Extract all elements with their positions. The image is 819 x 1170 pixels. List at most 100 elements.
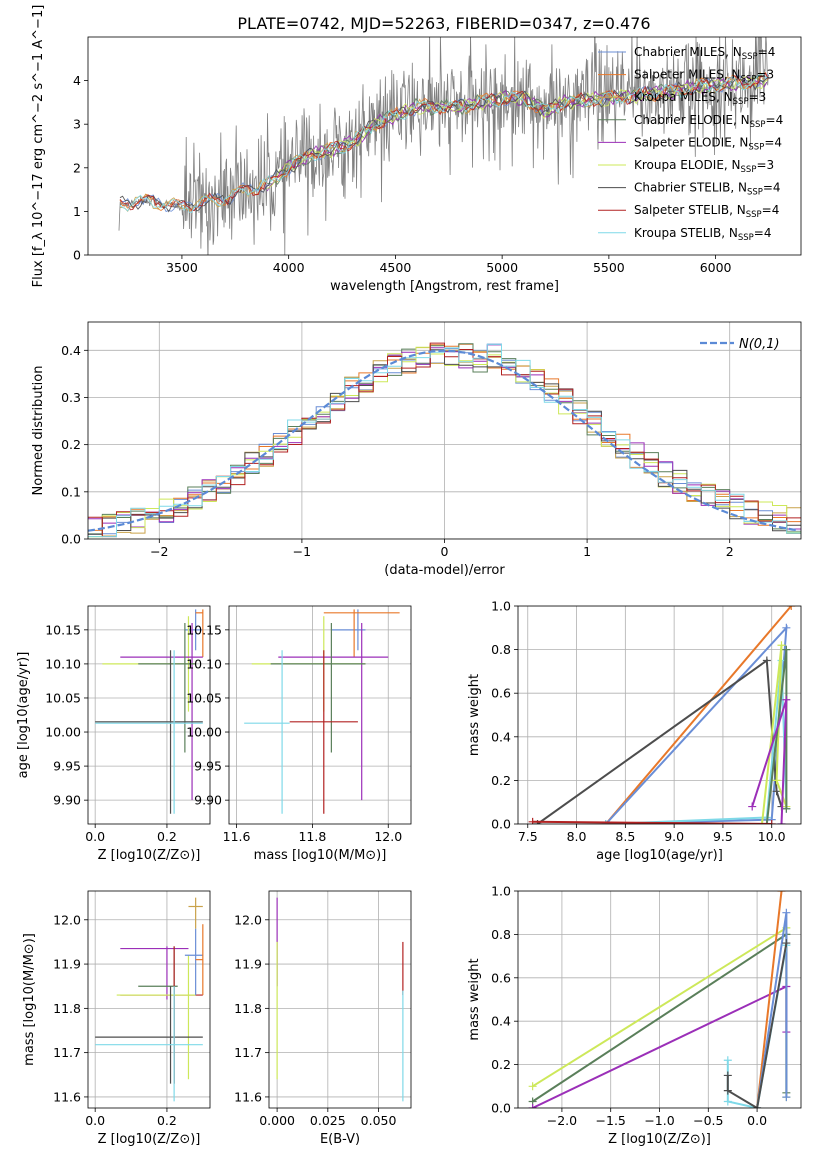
y-tick-label: 0.8: [491, 642, 511, 657]
marker-kroupa_elodie: [757, 820, 766, 824]
y-tick-label: 10.05: [186, 690, 222, 705]
y-tick-label: 2: [73, 160, 81, 175]
x-tick-label: 4000: [273, 260, 305, 275]
x-tick-label: 9.0: [664, 829, 684, 844]
x-axis-label: age [log10(age/yr)]: [596, 848, 723, 863]
x-tick-label: 0.0: [85, 829, 105, 844]
marker-chabrier_stelib: [762, 656, 771, 665]
plot-area: [518, 606, 801, 824]
plot-area: [88, 322, 801, 539]
panel-age_vs_mass: 11.6 11.8 12.0 9.90 9.95 10.00 10.05 10.10 10.15…: [186, 605, 412, 863]
x-axis-label: mass [log10(M/M⊙)]: [254, 848, 387, 863]
x-tick-label: 11.6: [223, 829, 251, 844]
legend-normal-label: N(0,1): [739, 337, 780, 352]
legend-rest: =4: [754, 226, 772, 240]
x-axis-label: Z [log10(Z/Z⊙)]: [98, 848, 201, 863]
x-tick-label: 12.0: [374, 829, 402, 844]
series-chabrier_miles: [605, 625, 788, 824]
x-tick-label: 0.050: [361, 1113, 397, 1128]
marker-chabrier_stelib: [723, 1071, 732, 1080]
y-tick-label: 10.00: [45, 725, 81, 740]
x-tick-label: 11.8: [298, 829, 326, 844]
marker-salpeter_stelib: [528, 817, 537, 824]
x-tick-label: 5000: [486, 260, 518, 275]
y-tick-label: 0.0: [61, 532, 81, 547]
series-salpeter_miles: [756, 891, 783, 1108]
y-tick-label: 10.15: [186, 622, 222, 637]
y-tick-label: 11.6: [53, 1089, 81, 1104]
x-tick-label: 3500: [166, 260, 198, 275]
axes-frame: [87, 321, 802, 540]
model-salpeter_elodie: [266, 76, 768, 192]
y-tick-label: 11.6: [234, 1089, 262, 1104]
panel-residuals: −2 −1 0 1 2 0.0 0.1 0.2 0.3 0.4 (data-model)/error…: [31, 321, 802, 578]
marker-salpeter_stelib: [767, 820, 776, 824]
y-tick-label: 0: [73, 248, 81, 263]
y-tick-label: 0.4: [61, 343, 81, 358]
y-tick-label: 1.0: [491, 884, 511, 899]
marker-salpeter_elodie: [782, 695, 791, 704]
panel-mass_vs_Z: 0.0 0.2 11.6 11.7 11.8 11.9 12.0 Z [log10(Z/Z⊙)…: [22, 890, 211, 1147]
y-axis-label: mass weight: [467, 674, 482, 756]
legend-sub: SSP: [742, 52, 758, 62]
panel-spectrum: 3500 4000 4500 5000 5500 6000 0 1 2 3 4 wavelength …: [31, 5, 802, 294]
y-axis-label: Normed distribution: [31, 366, 46, 496]
legend-sub: SSP: [741, 75, 757, 85]
x-tick-label: −0.5: [693, 1113, 723, 1128]
x-tick-label: −1: [293, 544, 311, 559]
marker-chabrier_elodie: [782, 804, 791, 813]
marker-kroupa_stelib: [723, 1056, 732, 1065]
x-tick-label: 9.5: [713, 829, 733, 844]
y-tick-label: 0.6: [491, 970, 511, 985]
legend-rest: =3: [749, 90, 767, 104]
y-tick-label: 0.4: [491, 1014, 511, 1029]
legend-sub: SSP: [738, 233, 754, 243]
marker-chabrier_miles: [782, 623, 791, 632]
y-tick-label: 0.1: [61, 484, 81, 499]
y-tick-label: 10.15: [45, 622, 81, 637]
series-chabrier_stelib: [536, 658, 783, 824]
x-tick-label: 4500: [379, 260, 411, 275]
x-axis-label: (data-model)/error: [384, 563, 505, 578]
x-tick-label: 0.0: [85, 1113, 105, 1128]
y-tick-label: 3: [73, 117, 81, 132]
series-salpeter_miles: [605, 606, 792, 824]
legend-entry: Kroupa ELODIE, NSSP=3: [634, 158, 774, 175]
axes-frame: [268, 890, 412, 1109]
y-tick-label: 0.4: [491, 729, 511, 744]
x-tick-label: 8.5: [615, 829, 635, 844]
y-tick-label: 11.9: [53, 957, 81, 972]
marker-kroupa_elodie: [777, 641, 786, 650]
marker-salpeter_elodie: [528, 1104, 537, 1108]
marker-chabrier_stelib: [753, 1104, 762, 1108]
x-tick-label: 0.2: [157, 1113, 177, 1128]
x-tick-label: 7.5: [518, 829, 538, 844]
marker-chabrier_stelib: [723, 1086, 732, 1095]
panel-mass_weight_vs_age: 7.5 8.0 8.5 9.0 9.5 10.0 0.0 0.2 0.4 0.6 0.8 1.0 age…: [467, 599, 802, 863]
x-tick-label: −2.0: [547, 1113, 577, 1128]
plot-area: [269, 891, 411, 1108]
y-tick-label: 9.90: [194, 793, 222, 808]
legend-rest: =4: [758, 45, 776, 59]
series-kroupa_stelib: [605, 660, 788, 824]
y-tick-label: 11.7: [234, 1045, 262, 1060]
legend-sub: SSP: [741, 165, 757, 175]
legend-entry: Salpeter MILES, NSSP=3: [634, 68, 774, 85]
y-tick-label: 1: [73, 204, 81, 219]
legend-entry: Kroupa MILES, NSSP=3: [634, 90, 766, 107]
legend-sub: SSP: [750, 120, 766, 130]
marker-kroupa_elodie: [772, 776, 781, 785]
axes-frame: [517, 890, 802, 1109]
y-tick-label: 0.2: [61, 437, 81, 452]
legend-entry: Salpeter ELODIE, NSSP=4: [634, 135, 782, 152]
x-tick-label: −1.0: [644, 1113, 674, 1128]
axes-frame: [87, 890, 211, 1109]
legend-entry: Chabrier ELODIE, NSSP=4: [634, 113, 783, 130]
panel-age_vs_Z: 0.0 0.2 9.90 9.95 10.00 10.05 10.10 10.15 Z [log…: [16, 605, 211, 863]
marker-chabrier_stelib: [782, 939, 791, 948]
x-tick-label: 10.0: [758, 829, 786, 844]
x-tick-label: 0.2: [157, 829, 177, 844]
marker-chabrier_miles: [782, 908, 791, 917]
y-tick-label: 11.8: [234, 1001, 262, 1016]
